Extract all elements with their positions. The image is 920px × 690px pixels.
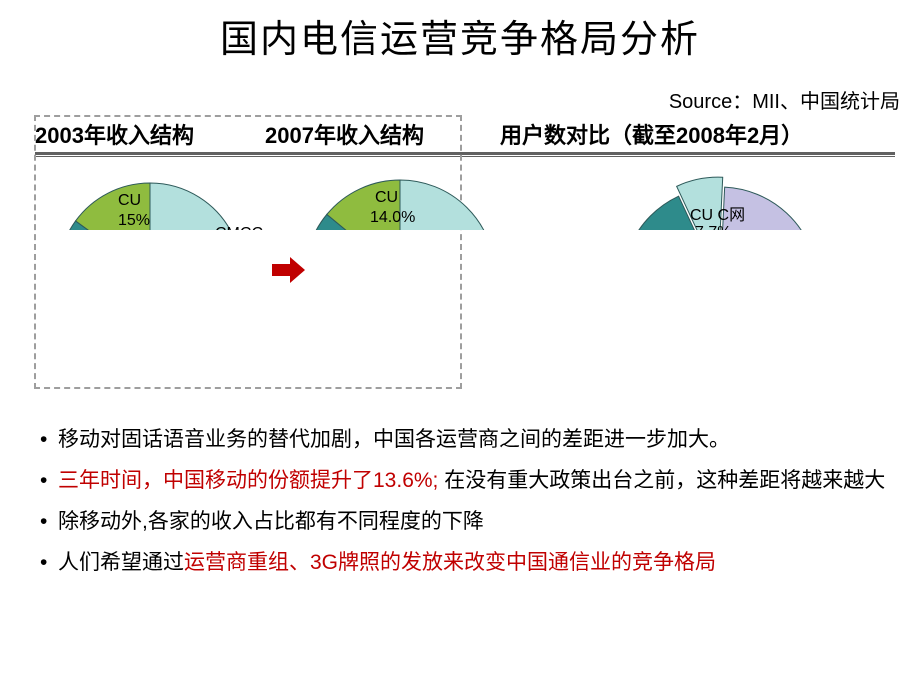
slice-label: CU (118, 192, 141, 209)
slide: 国内电信运营竞争格局分析 Source：MII、中国统计局 2003年收入结构 … (0, 0, 920, 690)
bullet-text: 人们希望通过运营商重组、3G牌照的发放来改变中国通信业的竞争格局 (58, 543, 716, 584)
bullet-text: 除移动外,各家的收入占比都有不同程度的下降 (58, 502, 484, 543)
bullet-dot: • (40, 502, 58, 543)
bullet-item: •移动对固话语音业务的替代加剧，中国各运营商之间的差距进一步加大。 (40, 420, 890, 461)
slice-label: CU (375, 189, 398, 206)
slice-pct: 15% (118, 212, 150, 229)
bullet-list: •移动对固话语音业务的替代加剧，中国各运营商之间的差距进一步加大。•三年时间，中… (40, 420, 890, 584)
bullet-dot: • (40, 461, 58, 502)
bullet-text: 移动对固话语音业务的替代加剧，中国各运营商之间的差距进一步加大。 (58, 420, 730, 461)
bullet-dot: • (40, 420, 58, 461)
bullet-item: •除移动外,各家的收入占比都有不同程度的下降 (40, 502, 890, 543)
pie-slice (150, 183, 242, 230)
bullet-dot: • (40, 543, 58, 584)
slice-label: CU C网 (690, 207, 745, 224)
bullet-text: 三年时间，中国移动的份额提升了13.6%; 在没有重大政策出台之前，这种差距将越… (58, 461, 885, 502)
arrow-icon (272, 255, 306, 290)
bullet-item: •人们希望通过运营商重组、3G牌照的发放来改变中国通信业的竞争格局 (40, 543, 890, 584)
slice-label: CMCC (215, 225, 263, 230)
bullet-item: •三年时间，中国移动的份额提升了13.6%; 在没有重大政策出台之前，这种差距将… (40, 461, 890, 502)
charts-svg: CMCC36%CTC35%CNC14%CU15%CMCC49.6%CTC24.8… (0, 0, 920, 230)
slice-pct: 14.0% (370, 209, 415, 226)
slice-pct: 7.7% (695, 224, 731, 230)
